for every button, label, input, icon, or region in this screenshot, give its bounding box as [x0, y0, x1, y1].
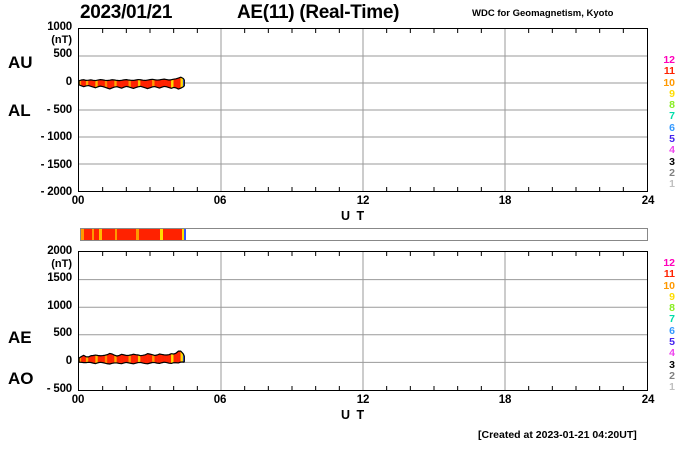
- legend-entry-top-10: 10: [663, 76, 675, 89]
- legend-entry-bot-8: 8: [669, 302, 675, 315]
- legend-entry-bot-10: 10: [663, 279, 675, 292]
- station-count-legend-bottom: 12 11 10 9 8 7 6 5 4 3 2 1: [659, 257, 685, 394]
- xtick-bot-18: 18: [498, 394, 512, 406]
- station-count-legend-top: 12 11 10 9 8 7 6 5 4 3 2 1: [659, 54, 685, 191]
- axis-name-ae: AE: [8, 328, 32, 347]
- legend-entry-top-8: 8: [669, 99, 675, 112]
- xtick-top-12: 12: [356, 195, 370, 207]
- axis-name-ao: AO: [8, 369, 34, 388]
- page-title-date: 2023/01/21: [80, 2, 173, 23]
- legend-entry-top-5: 5: [669, 133, 675, 146]
- legend-entry-top-4: 4: [669, 144, 675, 157]
- legend-entry-bot-6: 6: [669, 324, 675, 337]
- coverage-segment: [99, 229, 102, 240]
- legend-entry-bot-1: 1: [669, 381, 675, 394]
- ytick-bot-5: - 500: [46, 383, 72, 395]
- xtick-top-24: 24: [641, 195, 655, 207]
- footer-created-timestamp: [Created at 2023-01-21 04:20UT]: [478, 429, 637, 441]
- coverage-empty: [185, 229, 647, 240]
- legend-entry-bot-7: 7: [669, 313, 675, 326]
- page-title-index: AE(11) (Real-Time): [237, 2, 400, 23]
- coverage-segment: [138, 229, 161, 240]
- xaxis-title-top: U T: [341, 209, 366, 223]
- legend-entry-bot-2: 2: [669, 369, 675, 382]
- coverage-segment: [91, 229, 94, 240]
- xtick-top-06: 06: [213, 195, 227, 207]
- legend-entry-bot-5: 5: [669, 336, 675, 349]
- legend-entry-top-7: 7: [669, 110, 675, 123]
- xtick-bot-24: 24: [641, 394, 655, 406]
- xtick-top-00: 00: [71, 195, 85, 207]
- ae-ao-plot-area: [78, 251, 648, 391]
- ytick-bot-2: 1000: [47, 300, 72, 312]
- legend-entry-bot-9: 9: [669, 290, 675, 303]
- ytick-top-0: 1000: [47, 21, 72, 33]
- xtick-bot-00: 00: [71, 394, 85, 406]
- au-al-data-canvas: [79, 29, 647, 191]
- ytick-top-4: - 1000: [40, 131, 73, 143]
- coverage-segment: [115, 229, 118, 240]
- legend-entry-top-2: 2: [669, 166, 675, 179]
- axis-name-au: AU: [8, 53, 33, 72]
- legend-entry-bot-12: 12: [663, 257, 675, 269]
- legend-entry-bot-3: 3: [669, 358, 675, 371]
- legend-entry-top-9: 9: [669, 87, 675, 100]
- ytick-bot-3: 500: [53, 327, 72, 339]
- xtick-top-18: 18: [498, 195, 512, 207]
- attribution-text: WDC for Geomagnetism, Kyoto: [472, 8, 614, 19]
- coverage-segment: [93, 229, 100, 240]
- legend-entry-bot-4: 4: [669, 347, 675, 360]
- station-coverage-bar: [80, 228, 648, 241]
- legend-entry-top-11: 11: [663, 65, 675, 78]
- xtick-bot-12: 12: [356, 394, 370, 406]
- coverage-segment: [160, 229, 164, 240]
- yunit-top: (nT): [51, 34, 72, 46]
- coverage-segment: [136, 229, 139, 240]
- legend-entry-top-3: 3: [669, 155, 675, 168]
- ytick-top-3: - 500: [46, 104, 72, 116]
- coverage-segment: [101, 229, 116, 240]
- xtick-bot-06: 06: [213, 394, 227, 406]
- xaxis-title-bot: U T: [341, 408, 366, 422]
- ytick-top-5: - 1500: [40, 159, 73, 171]
- legend-entry-top-6: 6: [669, 121, 675, 134]
- coverage-segment: [182, 229, 185, 240]
- yunit-bot: (nT): [51, 258, 72, 270]
- legend-entry-top-1: 1: [669, 178, 675, 191]
- ae-ao-data-canvas: [79, 252, 647, 390]
- ytick-bot-1: 1500: [47, 272, 72, 284]
- coverage-segment: [184, 229, 186, 240]
- legend-entry-top-12: 12: [663, 54, 675, 66]
- ytick-bot-0: 2000: [47, 245, 72, 257]
- coverage-segment: [163, 229, 183, 240]
- axis-name-al: AL: [8, 101, 31, 120]
- ytick-top-6: - 2000: [40, 186, 73, 198]
- au-al-plot-area: [78, 28, 648, 192]
- coverage-segment: [83, 229, 92, 240]
- ytick-bot-4: 0: [65, 355, 72, 367]
- legend-entry-bot-11: 11: [663, 268, 675, 281]
- coverage-segment: [117, 229, 137, 240]
- coverage-segment: [81, 229, 84, 240]
- ytick-top-1: 500: [53, 48, 72, 60]
- ytick-top-2: 0: [65, 76, 72, 88]
